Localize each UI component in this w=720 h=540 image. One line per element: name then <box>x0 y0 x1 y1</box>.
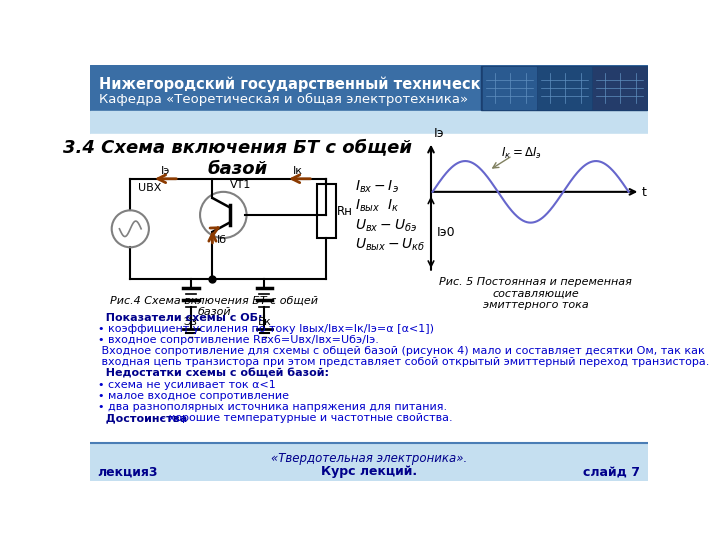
Text: Достоинства: Достоинства <box>98 413 187 423</box>
Bar <box>90 134 648 442</box>
Text: • малое входное сопротивление: • малое входное сопротивление <box>98 391 289 401</box>
Text: Нижегородский государственный технический университет: Нижегородский государственный технически… <box>99 76 612 92</box>
Text: – хорошие температурные и частотные свойства.: – хорошие температурные и частотные свой… <box>156 413 452 423</box>
Text: $I_к=\Delta I_э$: $I_к=\Delta I_э$ <box>500 146 541 161</box>
Text: $U_{вых}-U_{кб}$: $U_{вых}-U_{кб}$ <box>355 237 426 253</box>
Text: Эз: Эз <box>184 318 198 327</box>
Text: Кафедра «Теоретическая и общая электротехника»: Кафедра «Теоретическая и общая электроте… <box>99 92 469 106</box>
Text: Рис. 5 Постоянная и переменная
составляющие
эмиттерного тока: Рис. 5 Постоянная и переменная составляю… <box>439 276 632 310</box>
Text: слайд 7: слайд 7 <box>583 465 640 478</box>
Bar <box>538 67 591 109</box>
Bar <box>90 111 648 134</box>
Text: • входное сопротивление Rвх6=Uвх/Iвх=Uбэ/Iэ.: • входное сопротивление Rвх6=Uвх/Iвх=Uбэ… <box>98 335 379 345</box>
Bar <box>90 442 648 481</box>
Text: $U_{вх}-U_{бэ}$: $U_{вх}-U_{бэ}$ <box>355 217 417 234</box>
Text: UВХ: UВХ <box>138 183 161 193</box>
Text: t: t <box>642 186 647 199</box>
Text: $I_{вых}\ \ I_к$: $I_{вых}\ \ I_к$ <box>355 198 400 214</box>
Text: VT1: VT1 <box>230 180 251 190</box>
Text: Iэ: Iэ <box>161 166 170 176</box>
Text: 3.4 Схема включения БТ с общей
базой: 3.4 Схема включения БТ с общей базой <box>63 139 412 178</box>
Text: Рис.4 Схема включения БТ с общей
базой: Рис.4 Схема включения БТ с общей базой <box>110 296 318 318</box>
Text: Показатели схемы с ОБ:: Показатели схемы с ОБ: <box>98 313 262 323</box>
Bar <box>483 67 536 109</box>
Text: Iэ: Iэ <box>434 127 445 140</box>
Bar <box>593 67 647 109</box>
Bar <box>317 184 336 238</box>
Bar <box>482 65 647 110</box>
Text: • два разнополярных источника напряжения для питания.: • два разнополярных источника напряжения… <box>98 402 447 412</box>
Text: Iб: Iб <box>217 234 228 245</box>
Text: Курс лекций.: Курс лекций. <box>321 465 417 478</box>
Text: Входное сопротивление для схемы с общей базой (рисунок 4) мало и составляет деся: Входное сопротивление для схемы с общей … <box>98 346 704 356</box>
Text: Iэ0: Iэ0 <box>437 226 456 239</box>
Text: Iк: Iк <box>293 166 302 176</box>
Text: лекция3: лекция3 <box>98 465 158 478</box>
Text: «Твердотельная электроника».: «Твердотельная электроника». <box>271 452 467 465</box>
Text: Ек: Ек <box>258 318 271 327</box>
Text: входная цепь транзистора при этом представляет собой открытый эмиттерный переход: входная цепь транзистора при этом предст… <box>98 357 709 367</box>
Bar <box>90 65 648 111</box>
Text: $I_{вх}-I_э$: $I_{вх}-I_э$ <box>355 179 399 195</box>
Text: • коэффициент усиления по току Iвых/Iвх=Iк/Iэ=α [α<1]): • коэффициент усиления по току Iвых/Iвх=… <box>98 324 433 334</box>
Text: Недостатки схемы с общей базой:: Недостатки схемы с общей базой: <box>98 369 329 379</box>
Text: Rн: Rн <box>337 205 353 218</box>
Text: • схема не усиливает ток α<1: • схема не усиливает ток α<1 <box>98 380 276 390</box>
